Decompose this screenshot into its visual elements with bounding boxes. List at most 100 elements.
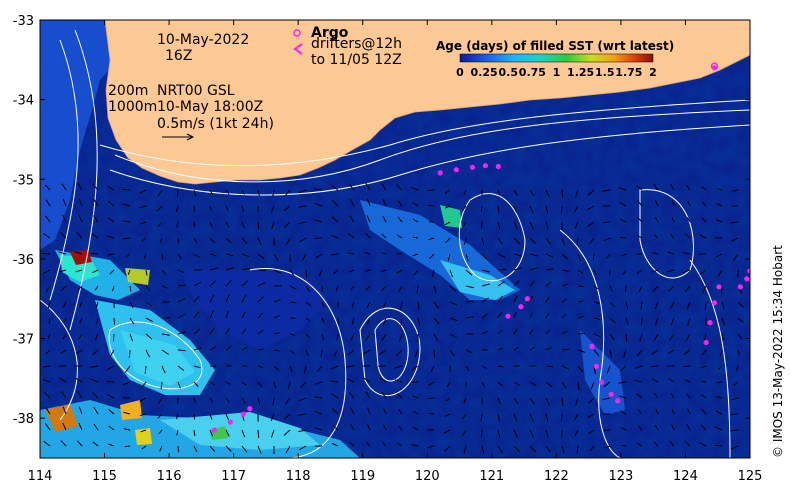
current-vector bbox=[366, 301, 371, 309]
current-vector bbox=[699, 234, 707, 239]
current-vector bbox=[651, 378, 659, 383]
current-vector bbox=[241, 445, 248, 453]
drifter-legend-marker bbox=[293, 43, 303, 55]
current-vector bbox=[157, 189, 163, 197]
current-vector bbox=[465, 365, 470, 372]
current-vector bbox=[684, 285, 691, 293]
sst-shelf-patches bbox=[40, 20, 625, 458]
current-vector bbox=[545, 189, 550, 197]
current-vector bbox=[123, 428, 131, 431]
current-vector bbox=[289, 285, 297, 290]
current-vector bbox=[497, 365, 504, 368]
current-vector bbox=[701, 186, 707, 191]
current-vector bbox=[363, 377, 371, 383]
current-vector bbox=[225, 221, 230, 228]
current-vector bbox=[603, 237, 611, 242]
current-vector bbox=[347, 349, 355, 356]
lon-tick-label: 124 bbox=[673, 469, 698, 484]
current-vector bbox=[670, 393, 675, 399]
current-vector bbox=[157, 413, 163, 419]
current-vector bbox=[257, 221, 260, 230]
current-vector bbox=[561, 283, 568, 287]
current-vector bbox=[62, 422, 67, 431]
current-vector bbox=[257, 348, 264, 351]
current-vector bbox=[529, 205, 534, 214]
current-vector bbox=[225, 310, 230, 319]
current-vector bbox=[241, 311, 246, 319]
current-vector bbox=[636, 269, 643, 274]
velocity-scale-arrowhead bbox=[186, 133, 195, 141]
current-vector bbox=[92, 391, 99, 399]
current-vector bbox=[349, 198, 355, 207]
current-vector bbox=[545, 296, 550, 303]
current-vector bbox=[636, 393, 643, 399]
current-vector bbox=[257, 237, 262, 246]
lon-tick-label: 123 bbox=[608, 469, 633, 484]
current-vector bbox=[529, 397, 535, 405]
current-vector bbox=[481, 365, 487, 370]
current-vector bbox=[321, 301, 325, 308]
current-vector bbox=[78, 422, 83, 431]
current-vector bbox=[364, 269, 371, 272]
lon-tick-label: 122 bbox=[544, 469, 569, 484]
lon-tick-label: 116 bbox=[157, 469, 182, 484]
current-vector bbox=[209, 189, 214, 196]
current-vector bbox=[669, 233, 675, 239]
current-vector bbox=[480, 205, 483, 212]
current-vector bbox=[365, 333, 371, 341]
current-vector bbox=[58, 251, 67, 255]
current-vector bbox=[61, 391, 67, 399]
current-vector bbox=[497, 205, 500, 213]
current-vector bbox=[113, 317, 116, 325]
current-vector bbox=[671, 217, 675, 223]
lon-tick-label: 114 bbox=[28, 469, 53, 484]
current-vector bbox=[273, 381, 277, 389]
current-vector bbox=[513, 397, 519, 405]
current-vector bbox=[625, 301, 629, 309]
current-vector bbox=[462, 205, 467, 211]
current-vector bbox=[381, 183, 387, 191]
current-vector bbox=[593, 285, 599, 290]
current-vector bbox=[193, 413, 195, 420]
current-vector bbox=[365, 441, 371, 447]
current-vector bbox=[412, 202, 419, 207]
current-vector bbox=[124, 365, 131, 373]
drifter-position bbox=[482, 163, 488, 169]
current-vector bbox=[576, 237, 579, 246]
current-vector bbox=[732, 381, 739, 387]
current-vector bbox=[177, 298, 186, 303]
current-vector bbox=[716, 188, 723, 191]
current-vector bbox=[577, 365, 584, 373]
current-vector bbox=[412, 236, 419, 239]
current-vector bbox=[686, 301, 691, 310]
current-vector bbox=[561, 298, 567, 303]
current-vector bbox=[58, 269, 67, 273]
current-vector bbox=[332, 199, 339, 207]
current-vector bbox=[177, 365, 185, 371]
current-vector bbox=[257, 445, 262, 454]
current-vector bbox=[618, 395, 627, 399]
lat-tick-label: -34 bbox=[13, 94, 34, 109]
current-vector bbox=[145, 301, 153, 307]
current-vector bbox=[44, 423, 51, 431]
current-vector bbox=[481, 445, 485, 454]
current-vector bbox=[417, 301, 420, 310]
current-vector bbox=[730, 445, 739, 450]
current-vector bbox=[177, 445, 179, 453]
current-vector bbox=[95, 301, 99, 308]
current-vector bbox=[412, 218, 419, 223]
current-vector bbox=[398, 408, 403, 415]
velocity-scale-label: 0.5m/s (1kt 24h) bbox=[157, 116, 274, 132]
current-vector bbox=[193, 381, 199, 387]
current-vector bbox=[78, 406, 83, 415]
current-vector bbox=[161, 269, 167, 276]
current-vector bbox=[687, 200, 691, 207]
current-vector bbox=[529, 329, 534, 335]
current-vector bbox=[62, 301, 67, 308]
current-vector bbox=[561, 330, 568, 335]
current-vector bbox=[668, 285, 675, 292]
current-vector bbox=[545, 445, 551, 453]
current-vector bbox=[625, 317, 629, 326]
current-vector bbox=[225, 189, 230, 195]
current-vector bbox=[513, 253, 522, 257]
